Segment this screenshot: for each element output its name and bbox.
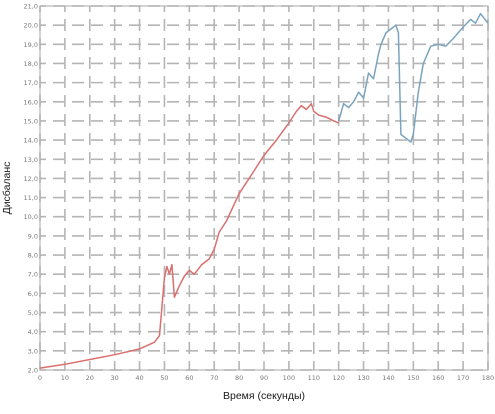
y-tick-labels: 2,0 3,0 4,0 5,0 6,0 7,0 8,0 9,0 10,0 11,0 12,0 13,0… — [24, 3, 38, 375]
y-tick-label: 9,0 — [28, 232, 38, 240]
x-tick-label: 20 — [86, 374, 94, 382]
y-tick-label: 14,0 — [24, 137, 38, 145]
y-tick-label: 4,0 — [28, 328, 38, 336]
plot-frame — [39, 5, 489, 371]
y-tick-label: 10,0 — [24, 213, 38, 221]
y-tick-label: 17,0 — [24, 79, 38, 87]
series-lines — [39, 12, 489, 369]
series-line-1 — [39, 102, 339, 369]
y-tick-label: 20,0 — [24, 22, 38, 30]
y-tick-label: 6,0 — [28, 290, 38, 298]
x-tick-labels: 0 10 20 30 40 50 60 70 80 90 100 110 120 130 140 150 160… — [38, 374, 494, 382]
x-tick-label: 60 — [185, 374, 193, 382]
x-tick-label: 80 — [235, 374, 243, 382]
x-tick-label: 120 — [332, 374, 344, 382]
x-tick-label: 170 — [457, 374, 469, 382]
y-tick-label: 5,0 — [28, 309, 38, 317]
y-tick-label: 19,0 — [24, 41, 38, 49]
y-tick-label: 16,0 — [24, 98, 38, 106]
x-tick-label: 130 — [357, 374, 369, 382]
x-tick-label: 50 — [160, 374, 168, 382]
y-tick-label: 8,0 — [28, 252, 38, 260]
grid — [39, 5, 489, 371]
series-line-2 — [337, 12, 489, 143]
x-tick-label: 150 — [407, 374, 419, 382]
x-tick-label: 70 — [210, 374, 218, 382]
x-tick-label: 40 — [135, 374, 143, 382]
y-tick-label: 11,0 — [24, 194, 38, 202]
y-tick-label: 12,0 — [24, 175, 38, 183]
x-axis-label: Время (секунды) — [223, 390, 305, 402]
y-tick-label: 3,0 — [28, 347, 38, 355]
x-tick-label: 0 — [38, 374, 42, 382]
x-tick-label: 110 — [308, 374, 320, 382]
x-tick-label: 10 — [61, 374, 69, 382]
y-tick-label: 2,0 — [28, 367, 38, 375]
x-tick-label: 100 — [283, 374, 295, 382]
y-tick-label: 18,0 — [24, 60, 38, 68]
y-tick-label: 21,0 — [24, 3, 38, 11]
y-tick-label: 7,0 — [28, 271, 38, 279]
x-tick-label: 90 — [260, 374, 268, 382]
x-tick-label: 30 — [111, 374, 119, 382]
x-tick-label: 180 — [482, 374, 494, 382]
y-axis-label: Дисбаланс — [1, 162, 13, 215]
y-tick-label: 13,0 — [24, 156, 38, 164]
x-tick-label: 160 — [432, 374, 444, 382]
x-tick-label: 140 — [382, 374, 394, 382]
y-tick-label: 15,0 — [24, 117, 38, 125]
